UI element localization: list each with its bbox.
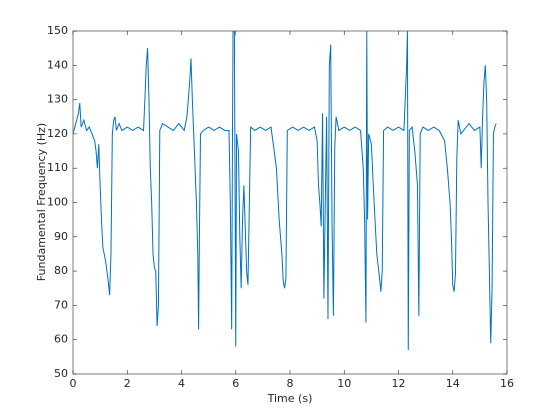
x-tick-label: 14 xyxy=(446,377,460,390)
plot-frame xyxy=(72,30,508,375)
x-tick-label: 4 xyxy=(178,377,185,390)
x-tick-label: 16 xyxy=(500,377,514,390)
y-tick-label: 140 xyxy=(47,58,68,71)
y-tick-label: 100 xyxy=(47,196,68,209)
x-tick-label: 0 xyxy=(70,377,77,390)
y-tick-label: 120 xyxy=(47,127,68,140)
x-axis-label: Time (s) xyxy=(267,392,313,405)
y-tick-label: 50 xyxy=(54,367,68,380)
x-tick-label: 2 xyxy=(124,377,131,390)
y-tick-label: 60 xyxy=(54,333,68,346)
x-tick-label: 12 xyxy=(392,377,406,390)
y-tick-label: 110 xyxy=(47,161,68,174)
y-tick-label: 90 xyxy=(54,230,68,243)
x-tick-label: 8 xyxy=(287,377,294,390)
y-tick-label: 130 xyxy=(47,93,68,106)
y-tick-label: 150 xyxy=(47,24,68,37)
y-tick-label: 80 xyxy=(54,264,68,277)
y-tick-label: 70 xyxy=(54,298,68,311)
y-axis-label: Fundamental Frequency (Hz) xyxy=(35,123,48,281)
data-line xyxy=(73,31,497,350)
x-tick-label: 6 xyxy=(232,377,239,390)
x-tick-label: 10 xyxy=(337,377,351,390)
